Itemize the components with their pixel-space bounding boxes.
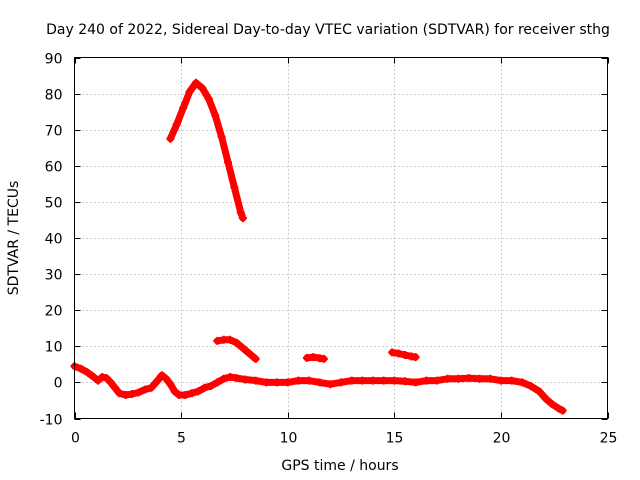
y-tick-label: 30 — [45, 268, 63, 284]
y-tick-label: 50 — [45, 196, 63, 212]
plot-frame — [75, 58, 608, 419]
x-tick-label: 20 — [493, 431, 511, 447]
series-segment-near-7h — [213, 336, 259, 363]
y-tick-label: 20 — [45, 304, 63, 320]
series-layer — [71, 79, 567, 415]
x-axis-label: GPS time / hours — [281, 458, 398, 474]
x-tick-label: 10 — [280, 431, 298, 447]
series-segment-near-11h — [303, 353, 328, 363]
y-tick-label: -10 — [40, 413, 63, 429]
y-tick-label: 80 — [45, 88, 63, 104]
y-tick-label: 40 — [45, 232, 63, 248]
y-tick-label: 70 — [45, 124, 63, 140]
series-high-arc — [166, 79, 247, 222]
chart: 0 5 10 15 20 25 -10 0 10 20 30 40 50 60 70 80 90 Day 240… — [0, 0, 640, 480]
y-axis-label: SDTVAR / TECUs — [6, 181, 22, 296]
series-segment-near-15h — [388, 348, 419, 361]
x-tick-label: 0 — [71, 431, 80, 447]
y-tick-label: 10 — [45, 340, 63, 356]
y-tick-label: 60 — [45, 160, 63, 176]
x-tick-label: 15 — [386, 431, 404, 447]
y-tick-label: 0 — [54, 376, 63, 392]
x-tick-label: 5 — [177, 431, 186, 447]
x-tick-label: 25 — [600, 431, 618, 447]
chart-title: Day 240 of 2022, Sidereal Day-to-day VTE… — [46, 22, 610, 38]
grid — [75, 58, 608, 419]
y-tick-label: 90 — [45, 52, 63, 68]
series-main-track — [71, 362, 567, 414]
